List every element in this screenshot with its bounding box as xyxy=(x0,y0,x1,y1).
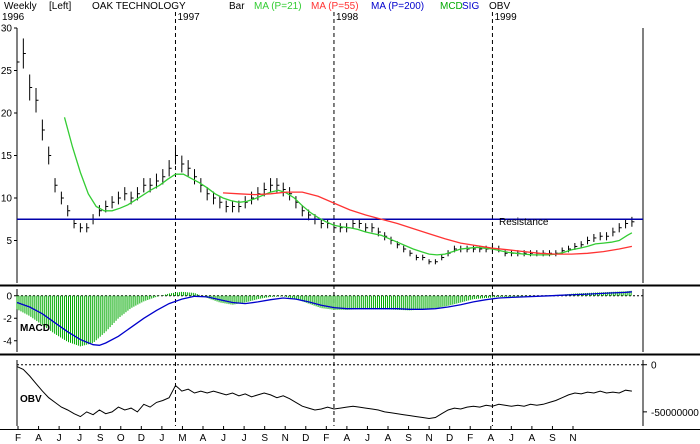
header-ticker: OAK TECHNOLOGY xyxy=(92,1,186,12)
ma55-line xyxy=(222,191,633,255)
month-label: J xyxy=(509,433,514,444)
resistance-label: Resistance xyxy=(499,217,549,228)
month-label: F xyxy=(467,433,473,444)
month-label: J xyxy=(57,433,62,444)
header-ma55: MA (P=55) xyxy=(311,1,359,12)
macd-panel: 0 -2 -4 MACD xyxy=(3,289,644,352)
month-label: S xyxy=(97,433,104,444)
month-label: A xyxy=(200,433,207,444)
header-bar: Bar xyxy=(229,1,245,12)
obv-tick-label: -50000000 xyxy=(651,408,699,419)
obv-label: OBV xyxy=(20,394,42,405)
month-label: J xyxy=(77,433,82,444)
month-label: D xyxy=(302,433,309,444)
macd-tick-label: -2 xyxy=(3,314,12,325)
month-label: A xyxy=(35,433,42,444)
month-label: A xyxy=(487,433,494,444)
price-panel: 5 10 15 20 25 30 xyxy=(1,24,644,283)
year-label: 1996 xyxy=(2,12,25,23)
ma21-line xyxy=(63,117,633,256)
header-ma21: MA (P=21) xyxy=(254,1,302,12)
month-label: N xyxy=(569,433,576,444)
header-mcd: MCD xyxy=(440,1,463,12)
header-obv: OBV xyxy=(489,1,510,12)
month-label: N xyxy=(282,433,289,444)
month-label: J xyxy=(159,433,164,444)
macd-signal-line xyxy=(16,291,632,346)
chart-header: Weekly [Left] OAK TECHNOLOGY Bar MA (P=2… xyxy=(4,1,510,12)
header-left: [Left] xyxy=(49,1,71,12)
month-label: S xyxy=(261,433,268,444)
header-sig: SIG xyxy=(462,1,479,12)
month-label: F xyxy=(15,433,21,444)
price-tick-label: 15 xyxy=(1,151,13,162)
month-label: F xyxy=(323,433,329,444)
month-label: D xyxy=(446,433,453,444)
obv-line xyxy=(16,366,632,420)
month-label: S xyxy=(549,433,556,444)
month-label: A xyxy=(529,433,536,444)
year-label: 1998 xyxy=(336,12,359,23)
month-label: A xyxy=(344,433,351,444)
month-label: M xyxy=(178,433,186,444)
year-label: 1997 xyxy=(177,12,200,23)
obv-tick-label: 0 xyxy=(651,361,657,372)
header-weekly: Weekly xyxy=(4,1,37,12)
month-label: J xyxy=(221,433,226,444)
price-tick-label: 5 xyxy=(6,236,12,247)
month-label: S xyxy=(405,433,412,444)
macd-tick-label: -4 xyxy=(3,336,12,347)
price-tick-label: 25 xyxy=(1,66,13,77)
header-ma200: MA (P=200) xyxy=(371,1,424,12)
month-label: O xyxy=(117,433,125,444)
price-tick-label: 10 xyxy=(1,194,13,205)
month-label: A xyxy=(385,433,392,444)
month-label: D xyxy=(138,433,145,444)
month-label: J xyxy=(365,433,370,444)
price-tick-label: 20 xyxy=(1,109,13,120)
obv-panel: 0 -50000000 OBV xyxy=(16,360,699,426)
month-label: J xyxy=(242,433,247,444)
macd-tick-label: 0 xyxy=(6,291,12,302)
month-label: N xyxy=(425,433,432,444)
price-tick-label: 30 xyxy=(1,24,13,35)
macd-label: MACD xyxy=(20,323,50,334)
year-label: 1999 xyxy=(494,12,517,23)
